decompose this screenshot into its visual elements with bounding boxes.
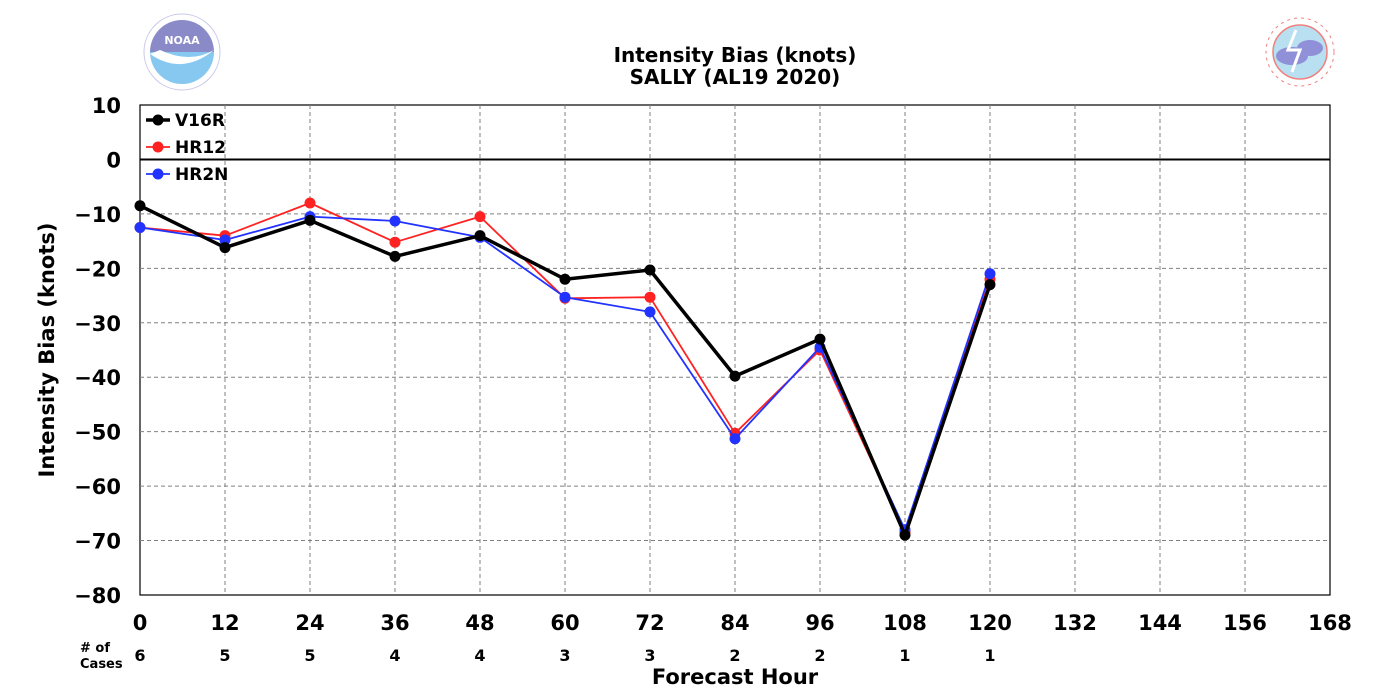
chart-subtitle: SALLY (AL19 2020) — [630, 65, 841, 89]
x-tick-label: 48 — [465, 611, 494, 635]
y-tick-label: −70 — [74, 530, 121, 554]
data-point — [134, 200, 146, 212]
x-tick-label: 84 — [720, 611, 749, 635]
data-point — [389, 215, 401, 227]
y-tick-label: −40 — [74, 366, 121, 390]
cases-counts: 6 5 5 4 4 3 3 2 2 1 1 — [134, 646, 995, 665]
x-tick-label: 36 — [380, 611, 409, 635]
x-tick-label: 120 — [968, 611, 1012, 635]
data-point — [644, 291, 656, 303]
x-tick-label: 132 — [1053, 611, 1097, 635]
cases-count: 3 — [644, 646, 655, 665]
data-point — [644, 306, 656, 318]
data-point — [134, 222, 146, 233]
x-tick-label: 0 — [133, 611, 148, 635]
cases-label-line1: # of — [80, 641, 110, 656]
x-tick-label: 108 — [883, 611, 927, 635]
data-point — [814, 333, 826, 345]
cases-count: 6 — [134, 646, 145, 665]
data-point — [729, 370, 741, 382]
x-tick-label: 24 — [295, 611, 324, 635]
legend-marker — [152, 114, 164, 126]
legend-item: V16R — [146, 111, 225, 131]
data-point — [644, 264, 656, 276]
cases-label-line2: Cases — [80, 657, 123, 672]
data-point — [559, 291, 571, 303]
x-tick-labels: 0 12 24 36 48 60 72 84 96 108 120 132 144 156 168 — [133, 611, 1352, 635]
cases-count: 5 — [219, 646, 230, 665]
cases-count: 2 — [814, 646, 825, 665]
x-tick-label: 168 — [1308, 611, 1352, 635]
data-point — [219, 242, 231, 254]
noaa-logo: NOAA — [143, 13, 221, 91]
legend-marker — [152, 168, 164, 180]
legend-marker — [152, 141, 164, 153]
data-series — [134, 197, 996, 541]
y-tick-label: −50 — [74, 421, 121, 445]
x-tick-label: 96 — [805, 611, 834, 635]
cases-count: 1 — [899, 646, 910, 665]
cases-count: 4 — [389, 646, 400, 665]
x-tick-label: 60 — [550, 611, 579, 635]
nws-logo — [1262, 14, 1338, 90]
data-point — [219, 234, 231, 246]
cases-count: 1 — [984, 646, 995, 665]
data-point — [559, 273, 571, 285]
x-tick-label: 72 — [635, 611, 664, 635]
y-tick-labels: 10 0 −10 −20 −30 −40 −50 −60 −70 −80 — [74, 94, 121, 608]
data-point — [304, 214, 316, 226]
legend-label: HR12 — [175, 138, 226, 158]
x-axis-label: Forecast Hour — [652, 665, 819, 689]
data-point — [474, 211, 486, 223]
series-v16r — [134, 200, 996, 541]
data-point — [474, 230, 486, 242]
data-point — [389, 250, 401, 262]
y-axis-label: Intensity Bias (knots) — [35, 223, 59, 478]
y-tick-label: 10 — [92, 94, 121, 118]
data-point — [729, 433, 741, 445]
y-tick-label: −10 — [74, 203, 121, 227]
data-point — [389, 236, 401, 248]
data-point — [899, 529, 911, 541]
y-tick-label: −60 — [74, 475, 121, 499]
legend-item: HR12 — [146, 138, 226, 158]
legend-item: HR2N — [146, 165, 228, 185]
chart-title: Intensity Bias (knots) — [614, 43, 857, 67]
x-tick-label: 156 — [1223, 611, 1267, 635]
y-tick-label: −30 — [74, 312, 121, 336]
x-tick-label: 12 — [210, 611, 239, 635]
cases-count: 4 — [474, 646, 485, 665]
cases-count: 3 — [559, 646, 570, 665]
cases-count: 5 — [304, 646, 315, 665]
legend: V16R HR12 HR2N — [146, 111, 228, 185]
y-tick-label: −20 — [74, 257, 121, 281]
legend-label: V16R — [175, 111, 225, 131]
data-point — [304, 197, 316, 209]
y-tick-label: 0 — [106, 148, 121, 172]
cases-count: 2 — [729, 646, 740, 665]
noaa-logo-text: NOAA — [164, 34, 200, 47]
data-point — [984, 268, 996, 280]
x-tick-label: 144 — [1138, 611, 1182, 635]
data-point — [984, 279, 996, 291]
legend-label: HR2N — [175, 165, 228, 185]
y-tick-label: −80 — [74, 584, 121, 608]
